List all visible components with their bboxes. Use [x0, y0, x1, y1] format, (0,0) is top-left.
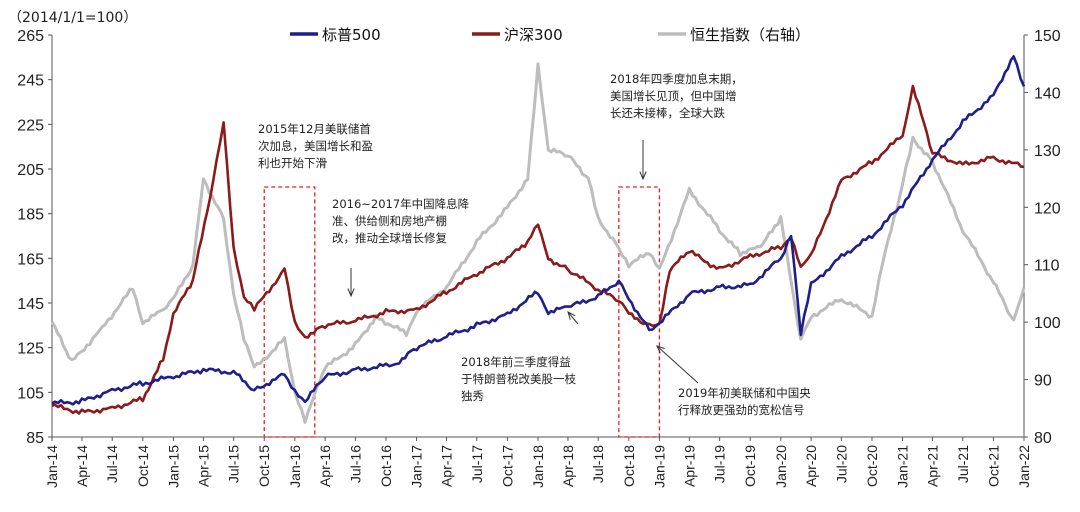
legend-label: 标普500 [322, 26, 381, 44]
x-tick-label: Oct-14 [135, 445, 151, 487]
annotation-text: 美国增长见顶，但中国增 [610, 89, 737, 103]
x-tick-label: Apr-18 [560, 445, 576, 487]
annotation-text: 行释放更强劲的宽松信号 [678, 403, 805, 417]
x-tick-label: Jan-16 [287, 445, 303, 488]
x-tick-label: Apr-20 [803, 445, 819, 487]
x-tick-label: Apr-21 [925, 445, 941, 487]
y2-tick-label: 140 [1034, 85, 1061, 102]
series-line [51, 55, 1026, 406]
legend: 标普500 沪深300 恒生指数（右轴） [290, 26, 810, 44]
highlight-box [618, 186, 661, 438]
x-tick-label: Jan-21 [895, 445, 911, 488]
annotation-text: 2015年12月美联储首 [258, 122, 371, 136]
annotation-text: 改，推动全球增长修复 [332, 231, 447, 245]
y2-tick-label: 100 [1034, 315, 1061, 332]
y-tick-label: 265 [17, 28, 44, 45]
annotation-text: 次加息，美国增长和盈 [258, 139, 373, 153]
x-tick-label: Jan-17 [409, 445, 425, 488]
x-tick-label: Jul-21 [955, 445, 971, 483]
annotation-text: 长还未接棒，全球大跌 [610, 106, 725, 120]
x-tick-label: Jul-17 [469, 445, 485, 483]
x-tick-label: Oct-21 [985, 445, 1001, 487]
y-tick-label: 225 [17, 117, 44, 134]
annotation-text: 2016~2017年中国降息降 [332, 197, 470, 211]
axes: 85 105 125 145 165 185 205 225 245 265 80 90 100 110 1… [17, 28, 1061, 488]
x-tick-label: Apr-17 [439, 445, 455, 487]
x-tick-label: Jul-20 [833, 445, 849, 483]
annotation-text: 独秀 [461, 389, 484, 403]
y-tick-label: 165 [17, 251, 44, 268]
y2-tick-label: 150 [1034, 28, 1061, 45]
x-tick-label: Jul-18 [590, 445, 606, 483]
series-lines [50, 55, 1026, 424]
annotation-text: 2019年初美联储和中国央 [678, 386, 811, 400]
x-tick-label: Oct-15 [256, 445, 272, 487]
x-tick-label: Jul-16 [347, 445, 363, 483]
legend-label: 恒生指数（右轴） [690, 26, 810, 44]
y2-tick-label: 110 [1034, 258, 1060, 275]
y2-tick-label: 80 [1034, 430, 1052, 447]
x-tick-label: Oct-20 [864, 445, 880, 487]
x-tick-label: Jan-15 [165, 445, 181, 488]
y2-tick-label: 90 [1034, 373, 1052, 390]
annotation-arrowhead [567, 311, 576, 320]
y-axis-unit-label: （2014/1/1=100） [8, 10, 137, 26]
y-tick-label: 205 [17, 162, 44, 179]
x-tick-label: Jan-14 [44, 445, 60, 488]
x-tick-label: Jan-20 [773, 445, 789, 488]
annotation-text: 2018年四季度加息末期， [610, 72, 743, 86]
x-tick-label: Apr-15 [195, 445, 211, 487]
y-tick-label: 245 [17, 73, 44, 90]
series-line [51, 84, 1025, 415]
x-tick-label: Jul-19 [712, 445, 728, 483]
x-tick-label: Jan-19 [651, 445, 667, 488]
x-tick-label: Apr-19 [681, 445, 697, 487]
annotation-arrow [656, 345, 699, 384]
annotation-arrowhead [639, 171, 647, 181]
x-tick-label: Oct-19 [742, 445, 758, 487]
x-tick-label: Oct-16 [378, 445, 394, 487]
y2-tick-label: 120 [1034, 200, 1061, 217]
annotation-text: 准、供给侧和房地产棚 [332, 214, 447, 228]
x-tick-label: Jan-22 [1016, 445, 1032, 488]
x-tick-label: Apr-16 [317, 445, 333, 487]
y-tick-label: 125 [17, 341, 44, 358]
y-tick-label: 185 [17, 207, 44, 224]
y-tick-label: 85 [26, 430, 44, 447]
annotation-arrow [567, 311, 579, 325]
x-tick-label: Apr-14 [74, 445, 90, 487]
x-tick-label: Jul-15 [226, 445, 242, 483]
x-tick-label: Jan-18 [530, 445, 546, 488]
annotation-arrowhead [347, 288, 355, 298]
legend-label: 沪深300 [504, 26, 563, 44]
y2-tick-label: 130 [1034, 143, 1061, 160]
x-tick-label: Oct-18 [621, 445, 637, 487]
annotation-text: 2018年前三季度得益 [461, 355, 571, 369]
highlight-boxes [263, 186, 661, 438]
highlight-box [263, 186, 316, 438]
series-line [50, 62, 1026, 424]
x-tick-label: Jul-14 [104, 445, 120, 483]
y-tick-label: 105 [17, 385, 44, 402]
annotation-text: 于特朗普税改美股一枝 [461, 372, 576, 386]
y-tick-label: 145 [17, 296, 44, 313]
annotation-arrowhead [656, 345, 665, 354]
x-tick-label: Oct-17 [499, 445, 515, 487]
annotation-text: 利也开始下滑 [258, 156, 327, 170]
